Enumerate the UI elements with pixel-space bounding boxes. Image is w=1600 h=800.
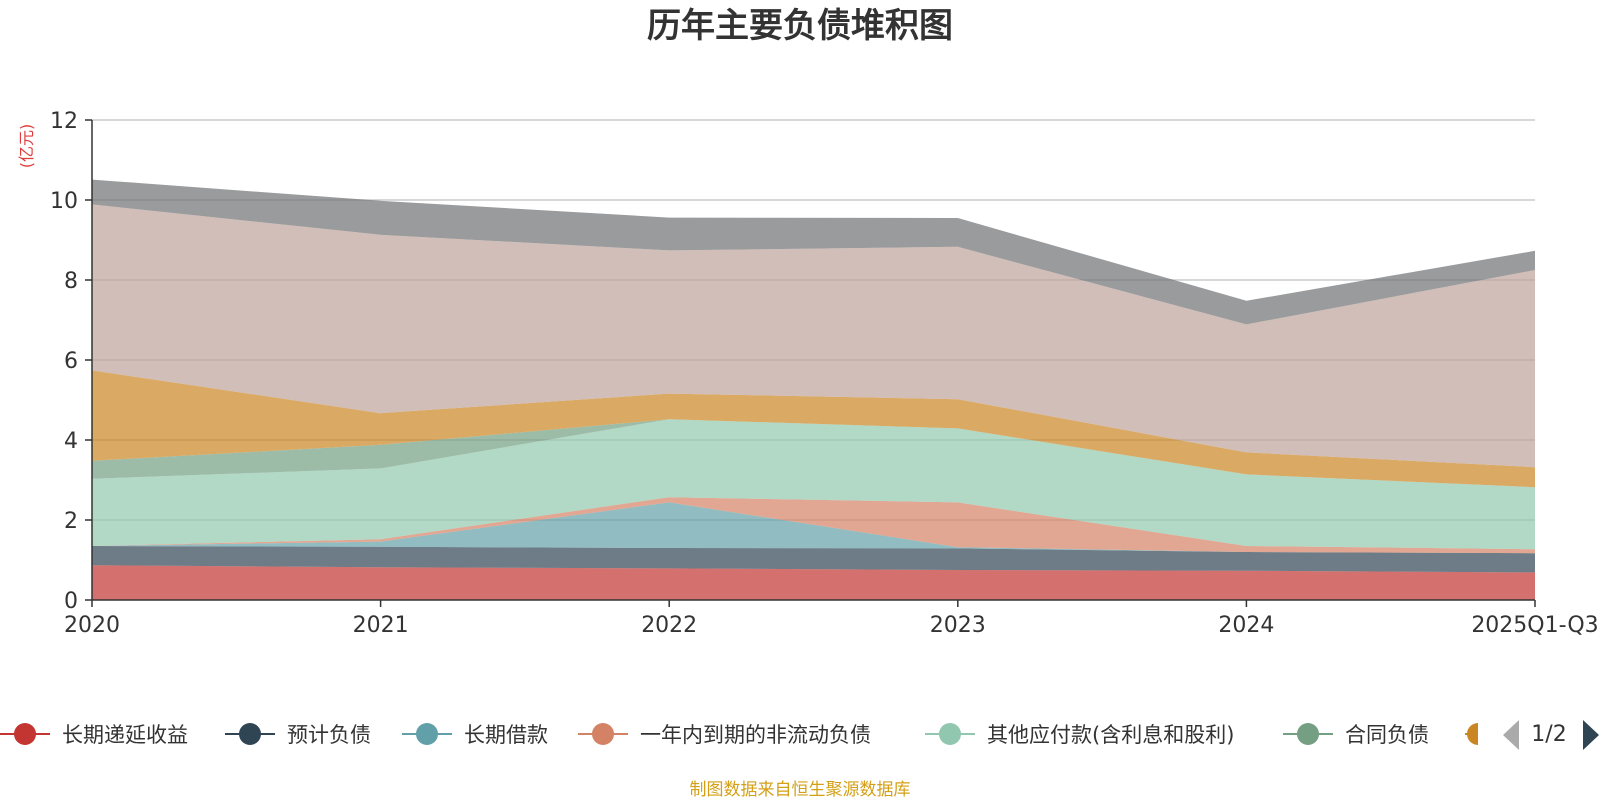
legend-marker-icon-partial bbox=[1467, 723, 1478, 745]
x-tick-label: 2022 bbox=[641, 613, 697, 638]
area-series-1 bbox=[92, 546, 1535, 573]
legend-marker-icon bbox=[416, 723, 438, 745]
legend-next-page-icon[interactable] bbox=[1583, 720, 1599, 750]
area-series-3 bbox=[92, 497, 1535, 554]
x-tick-label: 2020 bbox=[64, 613, 120, 638]
area-series-0 bbox=[92, 565, 1535, 600]
legend-item[interactable]: 合同负债 bbox=[1283, 723, 1429, 747]
legend: 长期递延收益 预计负债 长期借款 一年内到期的非流动负债 其他应付款(含利息和股利) 合同… bbox=[0, 723, 1478, 747]
legend-item[interactable]: 长期借款 bbox=[402, 723, 548, 747]
x-tick-label: 2024 bbox=[1218, 613, 1274, 638]
legend-marker-icon bbox=[592, 723, 614, 745]
legend-item-label: 其他应付款(含利息和股利) bbox=[987, 723, 1234, 747]
legend-item-label: 一年内到期的非流动负债 bbox=[640, 723, 871, 747]
y-axis-unit-label: (亿元) bbox=[17, 124, 36, 169]
area-series-4 bbox=[92, 419, 1535, 550]
y-tick-label: 0 bbox=[64, 589, 78, 614]
x-tick-label: 2021 bbox=[353, 613, 409, 638]
y-tick-label: 6 bbox=[64, 349, 78, 374]
area-series-8 bbox=[92, 179, 1535, 325]
legend-marker-icon bbox=[1297, 723, 1319, 745]
legend-page-indicator: 1/2 bbox=[1531, 722, 1566, 747]
y-tick-label: 2 bbox=[64, 509, 78, 534]
legend-marker-icon bbox=[239, 723, 261, 745]
legend-item-label: 长期借款 bbox=[464, 723, 548, 747]
legend-pager: 1/2 bbox=[1503, 720, 1599, 750]
area-series-2 bbox=[92, 502, 1535, 554]
legend-item-label: 预计负债 bbox=[287, 723, 371, 747]
x-tick-label: 2023 bbox=[930, 613, 986, 638]
legend-item[interactable]: 一年内到期的非流动负债 bbox=[578, 723, 871, 747]
legend-item-label: 合同负债 bbox=[1345, 723, 1429, 747]
legend-prev-page-icon[interactable] bbox=[1503, 720, 1519, 750]
legend-item-label: 长期递延收益 bbox=[62, 723, 188, 747]
y-tick-label: 10 bbox=[50, 189, 78, 214]
axes: 0 2 4 6 8 10 12 2020 2021 2022 2023 2024 2025Q1-Q3 bbox=[50, 109, 1599, 638]
area-series-7 bbox=[92, 204, 1535, 468]
y-tick-label: 12 bbox=[50, 109, 78, 134]
chart-title: 历年主要负债堆积图 bbox=[647, 6, 953, 46]
stacked-areas bbox=[92, 179, 1535, 600]
area-series-5 bbox=[92, 419, 1535, 488]
data-source-note: 制图数据来自恒生聚源数据库 bbox=[690, 780, 911, 800]
y-tick-label: 4 bbox=[64, 429, 78, 454]
legend-item[interactable]: 预计负债 bbox=[225, 723, 371, 747]
y-tick-label: 8 bbox=[64, 269, 78, 294]
legend-marker-icon bbox=[939, 723, 961, 745]
legend-marker-icon bbox=[14, 723, 36, 745]
legend-item[interactable]: 其他应付款(含利息和股利) bbox=[925, 723, 1234, 747]
area-series-6 bbox=[92, 370, 1535, 488]
legend-item[interactable]: 长期递延收益 bbox=[0, 723, 188, 747]
x-tick-label: 2025Q1-Q3 bbox=[1471, 613, 1598, 638]
